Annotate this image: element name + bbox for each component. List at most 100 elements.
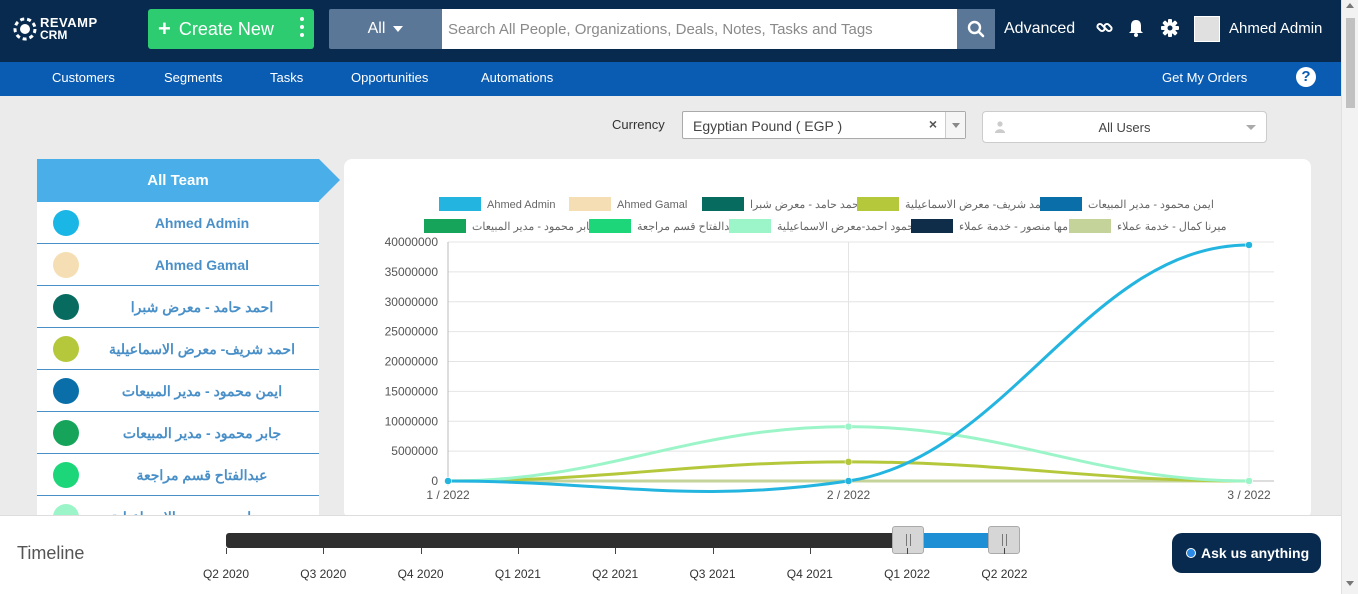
advanced-search-link[interactable]: Advanced: [1004, 20, 1076, 37]
member-color-dot: [53, 210, 79, 236]
timeline-tick: [907, 548, 909, 554]
timeline-title: Timeline: [17, 543, 85, 563]
team-list: Ahmed Admin Ahmed Gamal احمد حامد - معرض ش…: [37, 202, 319, 515]
legend-label: مها منصور - خدمة عملاء: [959, 221, 1068, 233]
chevron-down-icon[interactable]: [945, 112, 965, 138]
timeline-tick: [226, 548, 227, 554]
scrollbar-thumb[interactable]: [1346, 18, 1355, 108]
member-name: Ahmed Gamal: [154, 257, 250, 273]
series-point: [1245, 241, 1253, 249]
team-member-item[interactable]: عبدالفتاح قسم مراجعة: [37, 454, 319, 496]
main-nav: Customers Segments Tasks Opportunities A…: [0, 62, 1341, 96]
create-new-button[interactable]: + Create New: [148, 9, 314, 49]
team-member-item[interactable]: جابر محمود - مدير المبيعات: [37, 412, 319, 454]
create-new-label: Create New: [178, 18, 274, 39]
currency-select[interactable]: Egyptian Pound ( EGP ) ×: [682, 111, 966, 139]
gear-icon[interactable]: [1160, 18, 1180, 38]
member-name: ايمن محمود - مدير المبيعات: [121, 383, 283, 399]
logo[interactable]: REVAMP CRM: [10, 14, 110, 44]
y-tick-label: 20000000: [385, 355, 439, 369]
scroll-down-icon[interactable]: [1346, 581, 1354, 586]
y-tick-label: 0: [431, 474, 438, 488]
x-tick-label: 1 / 2022: [426, 488, 470, 502]
user-name[interactable]: Ahmed Admin: [1229, 20, 1323, 37]
legend-swatch: [439, 197, 481, 211]
timeline-tick: [517, 548, 519, 554]
search-button[interactable]: [957, 9, 995, 49]
users-value: All Users: [1098, 120, 1151, 135]
clear-icon[interactable]: ×: [928, 116, 937, 132]
team-member-item[interactable]: محمود احمد-معرض الاسماعيلية: [37, 496, 319, 515]
timeline-label: Q3 2020: [300, 567, 347, 581]
legend-swatch: [424, 219, 466, 233]
ask-us-anything-button[interactable]: Ask us anything: [1172, 533, 1321, 573]
team-member-item[interactable]: احمد حامد - معرض شبرا: [37, 286, 319, 328]
nav-opportunities[interactable]: Opportunities: [351, 70, 429, 85]
legend-label: ميرنا كمال - خدمة عملاء: [1117, 221, 1227, 233]
member-color-dot: [53, 336, 79, 362]
team-member-item[interactable]: Ahmed Admin: [37, 202, 319, 244]
nav-tasks[interactable]: Tasks: [270, 70, 304, 85]
legend-label: ايمن محمود - مدير المبيعات: [1088, 199, 1214, 211]
team-member-item[interactable]: احمد شريف- معرض الاسماعيلية: [37, 328, 319, 370]
team-member-item[interactable]: Ahmed Gamal: [37, 244, 319, 286]
search-icon: [967, 20, 985, 38]
member-color-dot: [53, 420, 79, 446]
avatar[interactable]: [1194, 16, 1220, 42]
timeline-tick: [712, 548, 714, 554]
series-point: [844, 458, 853, 466]
search-input[interactable]: [442, 9, 958, 49]
kebab-icon[interactable]: [300, 17, 304, 41]
sales-line-chart: 0 5000000 10000000 15000000 20000000 25000000…: [385, 197, 1274, 502]
team-member-item[interactable]: ايمن محمود - مدير المبيعات: [37, 370, 319, 412]
user-icon: [995, 121, 1005, 133]
nav-customers[interactable]: Customers: [52, 70, 115, 85]
timeline-label: Q2 2021: [592, 567, 639, 581]
legend-swatch: [589, 219, 631, 233]
member-name: احمد شريف- معرض الاسماعيلية: [109, 341, 295, 357]
timeline-label: Q4 2020: [397, 567, 444, 581]
series-point: [844, 422, 853, 431]
nav-segments[interactable]: Segments: [164, 70, 223, 85]
legend-swatch: [729, 219, 771, 233]
sales-chart-panel: 0 5000000 10000000 15000000 20000000 25000000…: [344, 159, 1311, 519]
timeline-label: Q2 2022: [981, 567, 1028, 581]
legend-label: Ahmed Admin: [487, 199, 555, 211]
logo-text: REVAMP: [40, 15, 98, 30]
help-icon[interactable]: ?: [1296, 67, 1316, 87]
member-name: جابر محمود - مدير المبيعات: [122, 425, 282, 441]
timeline-end-handle[interactable]: [988, 526, 1020, 554]
timeline-label: Q2 2020: [202, 567, 250, 581]
member-color-dot: [53, 504, 79, 515]
search-scope-dropdown[interactable]: All: [329, 9, 442, 49]
ask-label: Ask us anything: [1201, 545, 1310, 561]
member-name: Ahmed Admin: [154, 215, 250, 231]
caret-down-icon: [1246, 125, 1256, 130]
scroll-up-icon[interactable]: [1346, 3, 1354, 8]
team-all-header[interactable]: All Team: [37, 159, 319, 202]
caret-down-icon: [393, 26, 404, 32]
timeline-label: Q1 2022: [884, 567, 931, 581]
y-tick-label: 35000000: [385, 265, 439, 279]
y-tick-label: 5000000: [391, 444, 438, 458]
member-color-dot: [53, 294, 79, 320]
legend-swatch: [911, 219, 953, 233]
nav-automations[interactable]: Automations: [481, 70, 554, 85]
page-scrollbar[interactable]: [1341, 0, 1358, 594]
legend-label: احمد حامد - معرض شبرا: [750, 199, 862, 211]
bell-icon[interactable]: [1126, 18, 1146, 38]
legend-swatch: [857, 197, 899, 211]
series-line: [447, 243, 1250, 493]
logo-icon: [13, 17, 37, 41]
y-tick-label: 25000000: [385, 325, 439, 339]
users-select[interactable]: All Users: [982, 111, 1267, 143]
timeline-label: Q4 2021: [786, 567, 833, 581]
nav-get-my-orders[interactable]: Get My Orders: [1162, 70, 1248, 85]
timeline-track[interactable]: [226, 533, 1004, 548]
timeline-selection[interactable]: [910, 533, 1002, 548]
plus-icon: +: [158, 16, 171, 41]
legend-swatch: [569, 197, 611, 211]
y-tick-label: 10000000: [385, 414, 439, 428]
link-icon[interactable]: [1095, 18, 1115, 38]
timeline-tick: [615, 548, 617, 554]
